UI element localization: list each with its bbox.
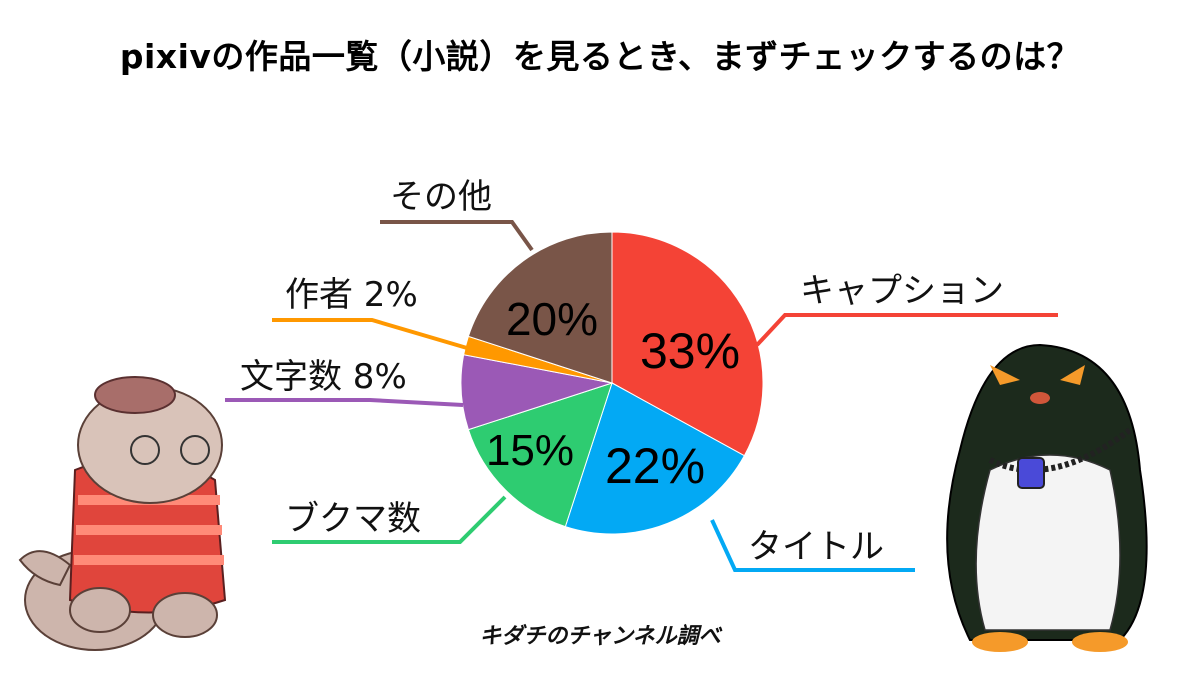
leader-line-3 (225, 398, 464, 407)
slice-value-label-0: 33% (640, 323, 740, 379)
leader-line-5 (380, 220, 534, 252)
leader-line-2 (272, 495, 507, 544)
slice-label-2: ブクマ数 (285, 499, 421, 539)
pie-slice-5 (467, 231, 613, 384)
slice-label-1: タイトル (748, 527, 884, 567)
pie-slice-2 (467, 382, 613, 528)
leader-line-0 (755, 313, 1058, 347)
seal-mascot-illustration (18, 376, 227, 651)
slice-value-label-1: 22% (605, 438, 705, 494)
slice-label-3: 文字数 8% (240, 357, 407, 397)
pie-slice-0 (611, 231, 764, 457)
slice-label-4: 作者 2% (285, 275, 418, 315)
slice-label-0: キャプション (800, 271, 1004, 311)
chart-title: pixivの作品一覧（小説）を見るとき、まずチェックするのは？ (119, 37, 1081, 76)
slice-value-label-5: 20% (506, 293, 598, 345)
slice-labels: キャプション 33% タイトル 22% ブクマ数 15% 文字数 8% 作者 2% その他 20% (240, 177, 1004, 567)
pie-slice-1 (564, 382, 746, 535)
slice-label-5: その他 (390, 177, 492, 217)
leader-line-4 (272, 318, 468, 350)
leader-lines (225, 220, 1058, 572)
leader-line-1 (710, 519, 915, 572)
source-credit: キダチのチャンネル調べ (479, 624, 721, 649)
pie-slices (460, 231, 764, 535)
slice-value-label-2: 15% (486, 426, 574, 475)
penguin-mascot-illustration (946, 343, 1148, 652)
